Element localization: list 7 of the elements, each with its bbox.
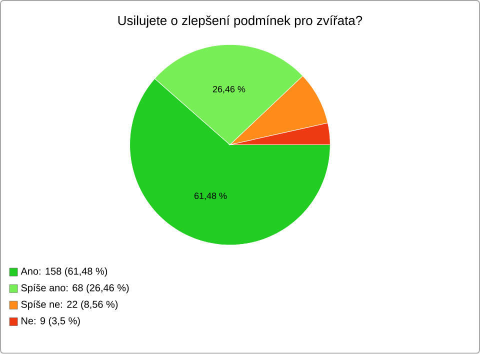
legend-label: Spíše ano: 68 (26,46 %) xyxy=(21,284,129,294)
legend-label: Ano: 158 (61,48 %) xyxy=(20,268,108,277)
legend-label: Spíše ne: 22 (8,56 %) xyxy=(21,300,118,310)
chart-title: Usilujete o zlepšení podmínek pro zvířata? xyxy=(118,16,362,28)
legend-label: Ne: 9 (3,5 %) xyxy=(22,317,80,326)
data-label: 61,48 % xyxy=(194,192,227,200)
data-label: 26,46 % xyxy=(212,86,246,94)
